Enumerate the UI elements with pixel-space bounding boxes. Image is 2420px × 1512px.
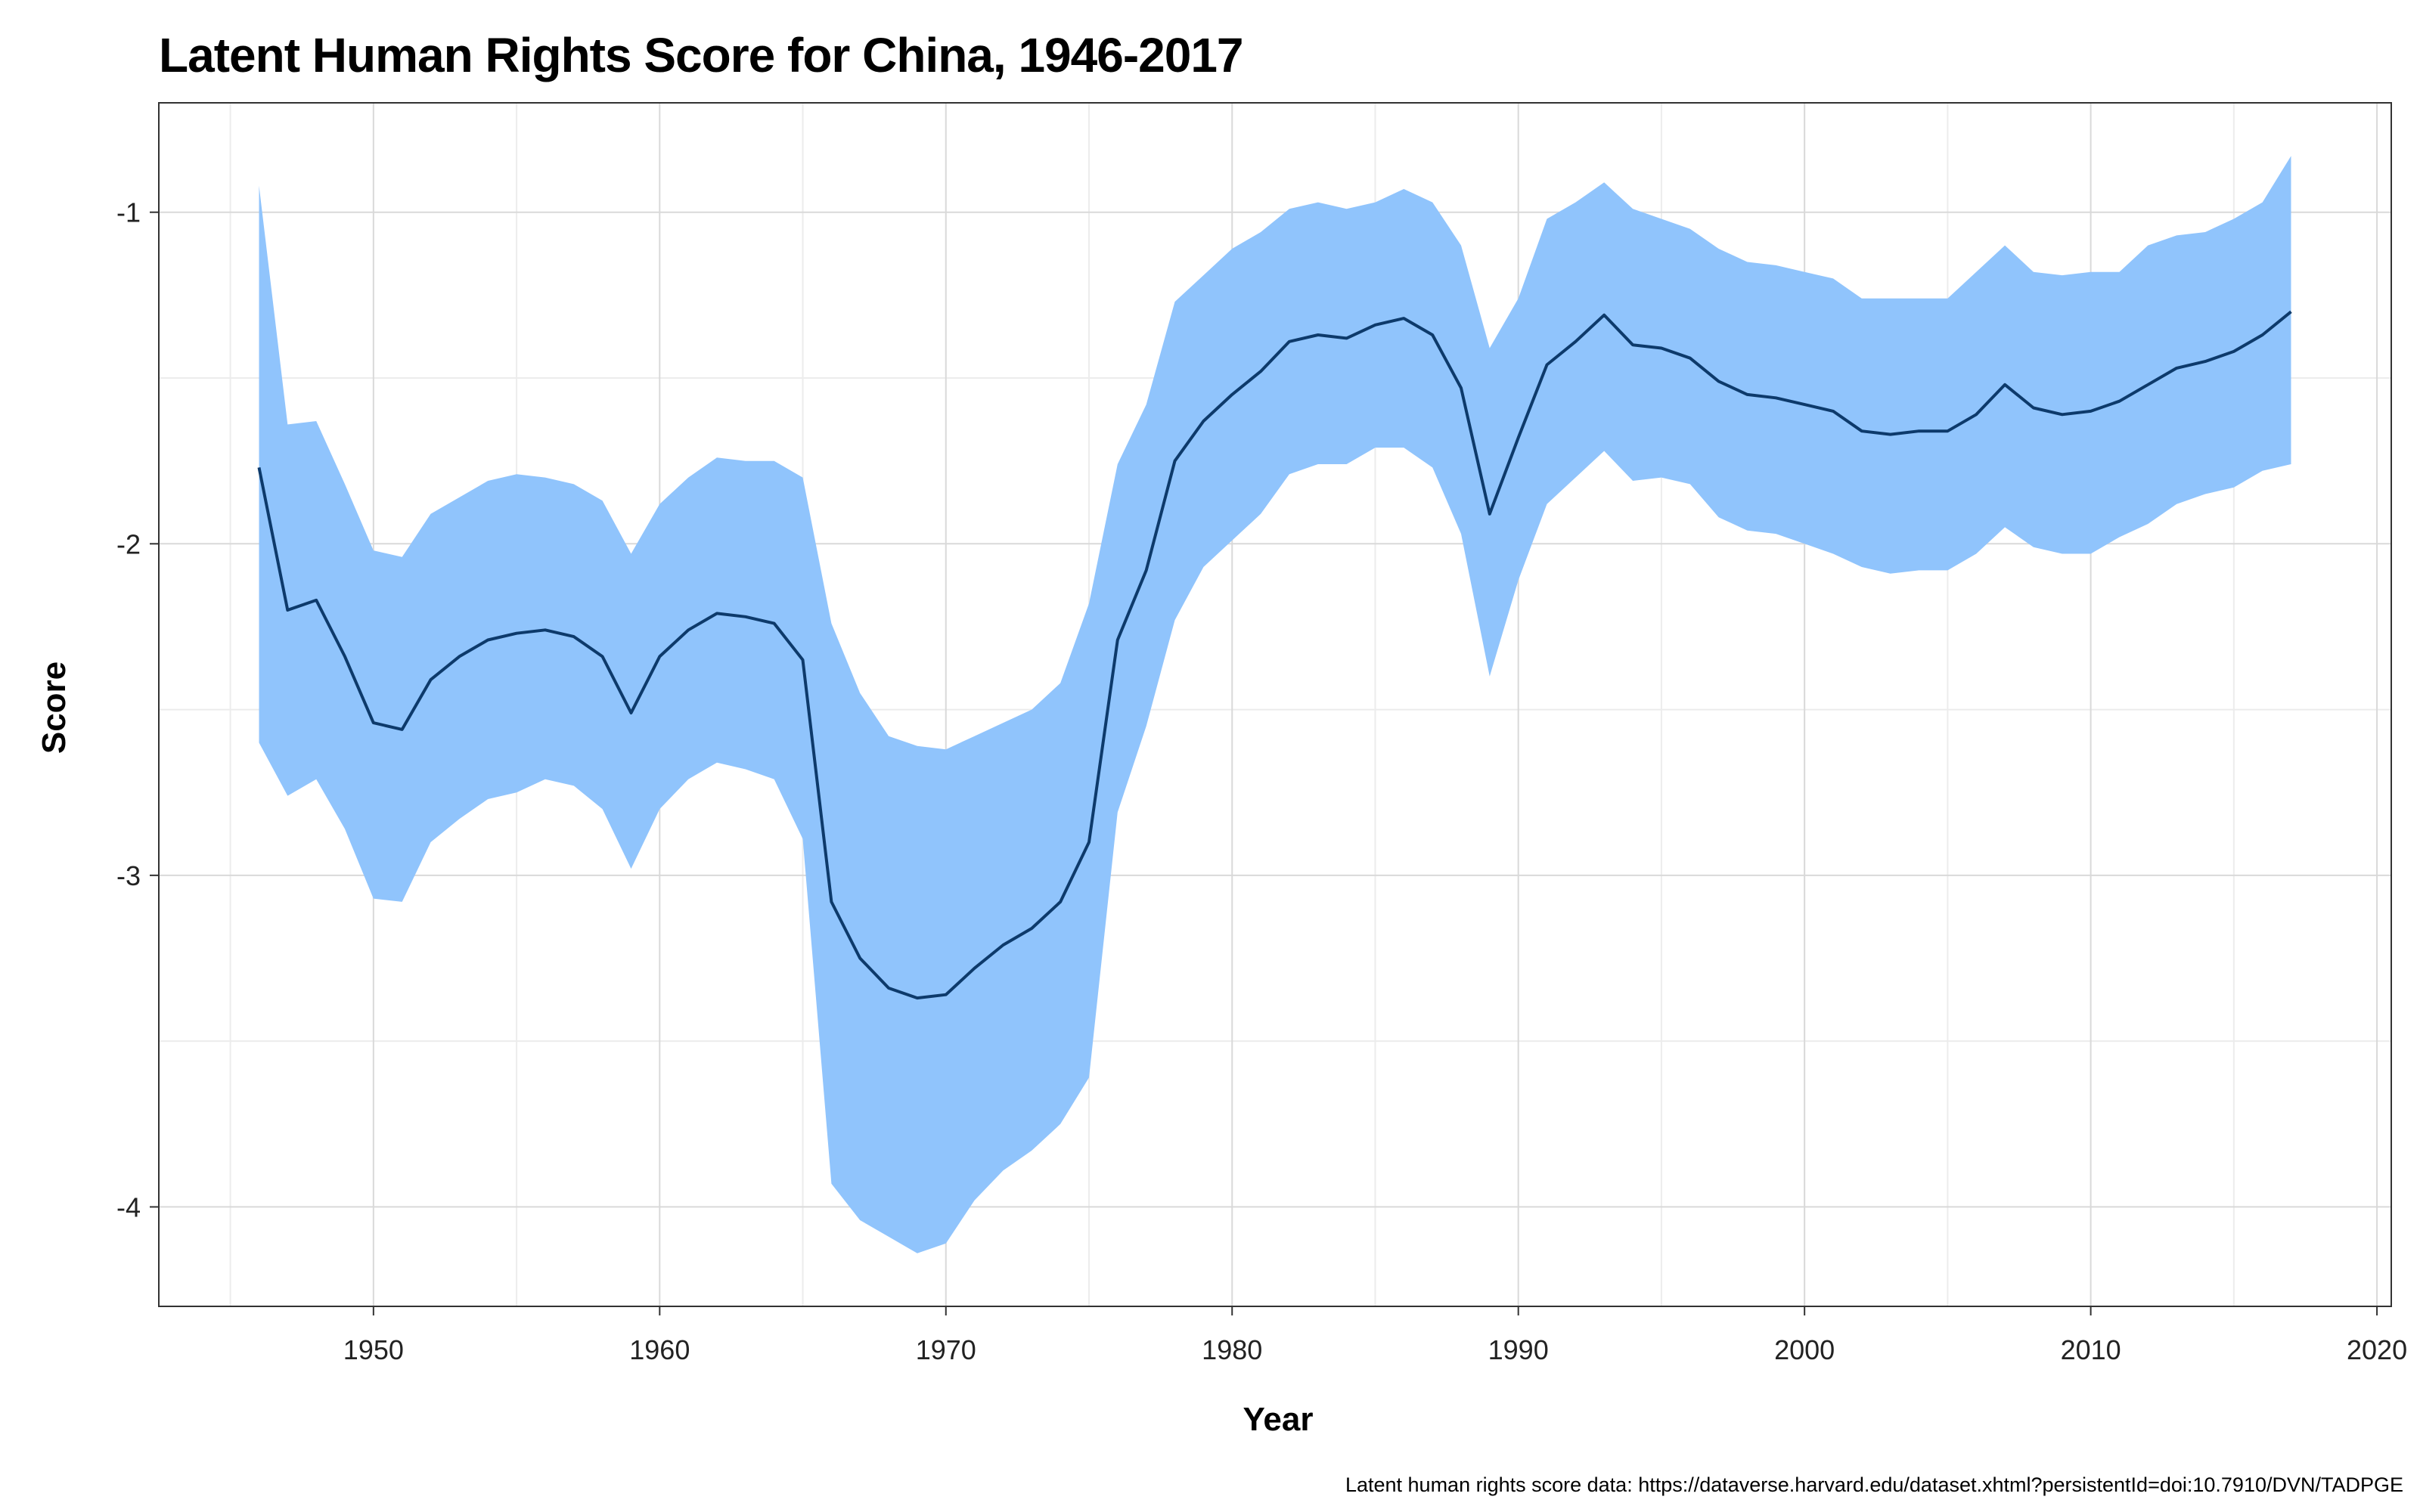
x-axis: 1950 1960 1970 1980 1990 2000 2010 2020 [343,1306,2407,1365]
x-tick-label: 1970 [916,1334,976,1365]
x-tick-label: 2000 [1774,1334,1835,1365]
y-axis: -1 -2 -3 -4 [116,197,159,1222]
y-tick-label: -3 [116,860,141,891]
data-source-caption: Latent human rights score data: https://… [1345,1473,2403,1496]
chart-title: Latent Human Rights Score for China, 194… [159,28,1243,82]
x-tick-label: 1960 [629,1334,690,1365]
x-tick-label: 2010 [2061,1334,2121,1365]
y-tick-label: -4 [116,1191,141,1222]
confidence-band [259,156,2291,1253]
y-tick-label: -1 [116,197,141,228]
x-tick-label: 1950 [343,1334,404,1365]
x-tick-label: 1980 [1202,1334,1262,1365]
x-tick-label: 2020 [2347,1334,2407,1365]
x-axis-title: Year [1243,1401,1314,1438]
y-axis-title: Score [36,662,73,754]
y-tick-label: -2 [116,528,141,559]
mean-score-line [257,310,2292,1000]
plot-border [158,102,2392,1307]
x-tick-label: 1990 [1488,1334,1549,1365]
